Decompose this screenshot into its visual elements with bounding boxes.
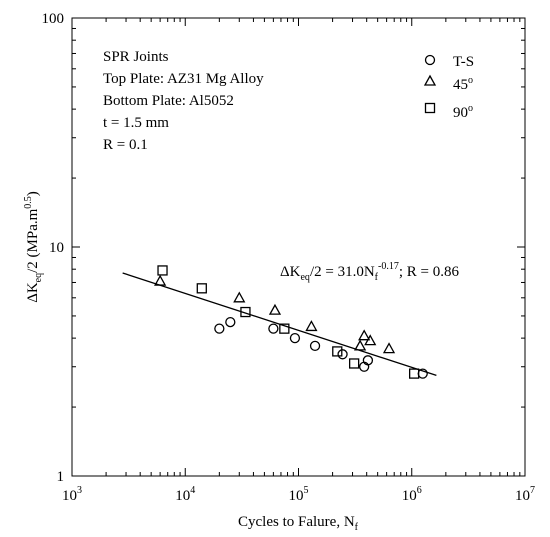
- legend-marker-triangle: [423, 74, 437, 86]
- data-point-square: [408, 368, 420, 379]
- legend-label: T-S: [453, 54, 474, 70]
- data-point-triangle: [305, 320, 318, 332]
- y-tick-labels: 1 10 100: [42, 11, 65, 485]
- data-point-square: [240, 306, 251, 318]
- data-point-triangle: [233, 291, 246, 303]
- data-point-square: [348, 358, 360, 369]
- data-point-triangle: [358, 329, 371, 341]
- legend-marker-square: [424, 102, 436, 114]
- annotation-line: t = 1.5 mm: [103, 115, 169, 131]
- data-point-square: [279, 323, 290, 334]
- data-point-circle: [214, 323, 225, 334]
- data-point-circle: [225, 316, 236, 328]
- annotation-line: Bottom Plate: Al5052: [103, 93, 234, 109]
- data-point-square: [196, 283, 207, 294]
- y-tick-label: 10: [49, 240, 64, 256]
- data-point-circle: [289, 332, 301, 344]
- data-point-triangle: [364, 334, 377, 346]
- fit-equation: ΔKeq/2 = 31.0Nf-0.17; R = 0.86: [280, 261, 459, 283]
- axis-ticks: [71, 17, 526, 477]
- x-tick-labels: 103 104 105 106 107: [62, 485, 535, 504]
- data-point-square: [332, 346, 343, 357]
- y-tick-label: 100: [42, 11, 65, 27]
- annotation-line: SPR Joints: [103, 49, 169, 65]
- data-point-triangle: [354, 339, 367, 351]
- annotation-line: Top Plate: AZ31 Mg Alloy: [103, 71, 264, 87]
- x-tick-label: 103: [62, 485, 82, 504]
- y-tick-label: 1: [57, 469, 65, 485]
- legend-label: 45o: [453, 75, 473, 93]
- x-tick-label: 104: [175, 485, 195, 504]
- data-point-circle: [362, 355, 374, 366]
- annotation-block: SPR Joints Top Plate: AZ31 Mg Alloy Bott…: [103, 49, 264, 153]
- x-axis-label: Cycles to Falure, Nf: [238, 514, 359, 533]
- legend: T-S 45o 90o: [423, 54, 474, 121]
- y-axis-label: ΔKeq/2 (MPa.m0.5): [23, 191, 44, 303]
- data-point-triangle: [154, 274, 167, 286]
- data-points: [154, 265, 428, 379]
- legend-marker-circle: [424, 54, 436, 66]
- data-point-circle: [309, 340, 321, 352]
- annotation-line: R = 0.1: [103, 137, 148, 153]
- data-point-circle: [268, 323, 279, 334]
- data-point-circle: [337, 349, 348, 360]
- data-point-triangle: [268, 303, 282, 315]
- data-point-square: [157, 265, 168, 276]
- x-tick-label: 105: [289, 485, 309, 504]
- data-point-triangle: [382, 342, 396, 354]
- x-tick-label: 106: [402, 485, 422, 504]
- x-tick-label: 107: [515, 485, 535, 504]
- legend-label: 90o: [453, 103, 473, 121]
